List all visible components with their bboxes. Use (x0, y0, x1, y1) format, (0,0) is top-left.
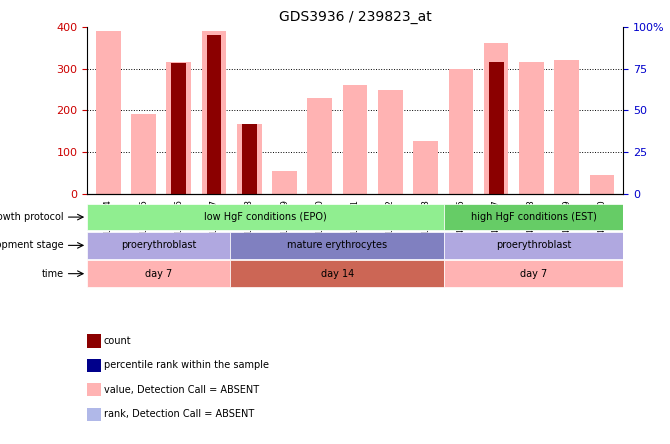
Bar (172, 63, 186, 194)
Bar (242, 124, 257, 194)
Bar (448, 68, 473, 194)
Bar (202, 31, 226, 194)
FancyBboxPatch shape (87, 204, 444, 230)
Bar (519, 62, 544, 194)
Text: day 7: day 7 (145, 269, 172, 279)
Bar (378, 90, 403, 194)
Text: growth protocol: growth protocol (0, 212, 64, 222)
FancyBboxPatch shape (444, 232, 623, 259)
Bar (590, 175, 614, 194)
FancyBboxPatch shape (230, 260, 444, 287)
FancyBboxPatch shape (87, 260, 230, 287)
Text: proerythroblast: proerythroblast (496, 240, 572, 250)
Text: rank, Detection Call = ABSENT: rank, Detection Call = ABSENT (104, 409, 254, 419)
Bar (484, 44, 509, 194)
Text: low HgF conditions (EPO): low HgF conditions (EPO) (204, 212, 327, 222)
FancyBboxPatch shape (87, 232, 230, 259)
Bar (272, 171, 297, 194)
Text: proerythroblast: proerythroblast (121, 240, 196, 250)
Text: high HgF conditions (EST): high HgF conditions (EST) (471, 212, 597, 222)
Bar (237, 124, 262, 194)
Title: GDS3936 / 239823_at: GDS3936 / 239823_at (279, 10, 431, 24)
Bar (413, 142, 438, 194)
FancyBboxPatch shape (444, 260, 623, 287)
Bar (206, 35, 222, 194)
Text: day 14: day 14 (321, 269, 354, 279)
FancyBboxPatch shape (230, 232, 444, 259)
FancyBboxPatch shape (444, 204, 623, 230)
Bar (343, 85, 367, 194)
Bar (166, 62, 191, 194)
Text: day 7: day 7 (520, 269, 547, 279)
Text: value, Detection Call = ABSENT: value, Detection Call = ABSENT (104, 385, 259, 395)
Text: percentile rank within the sample: percentile rank within the sample (104, 361, 269, 370)
Bar (308, 98, 332, 194)
Bar (131, 114, 156, 194)
Text: development stage: development stage (0, 240, 64, 250)
Bar (554, 60, 579, 194)
Text: count: count (104, 336, 131, 346)
Text: mature erythrocytes: mature erythrocytes (287, 240, 387, 250)
Text: time: time (42, 269, 64, 279)
Bar (488, 62, 504, 194)
Bar (96, 31, 121, 194)
